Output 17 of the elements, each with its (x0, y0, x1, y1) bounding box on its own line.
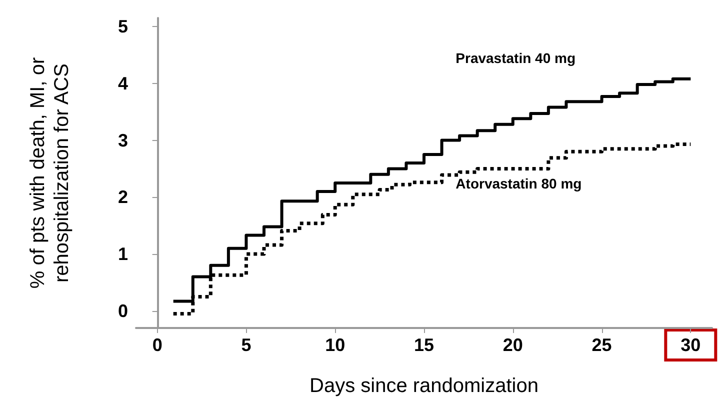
y-tick-label: 2 (118, 187, 128, 208)
series-label: Atorvastatin 80 mg (456, 175, 582, 192)
x-tick-label: 25 (592, 335, 612, 355)
x-tick-label: 20 (502, 335, 523, 355)
y-tick-label: 1 (118, 244, 128, 264)
text: Pravastatin 40 mg (456, 50, 576, 66)
y-tick-label: 3 (118, 130, 128, 150)
y-tick-label: 0 (118, 300, 128, 321)
x-tick-label: 10 (325, 335, 346, 355)
y-tick-label: 4 (118, 73, 128, 94)
x-tick-label: 0 (152, 335, 162, 355)
x-axis-title: Days since randomization (310, 375, 538, 397)
y-axis-title: % of pts with death, MI, or rehospitalization for ACS (27, 57, 73, 289)
x-tick-label: 5 (241, 335, 252, 355)
x-tick-label: 30 (680, 335, 701, 355)
y-tick-label: 5 (118, 16, 128, 37)
x-tick-label: 15 (414, 335, 434, 355)
